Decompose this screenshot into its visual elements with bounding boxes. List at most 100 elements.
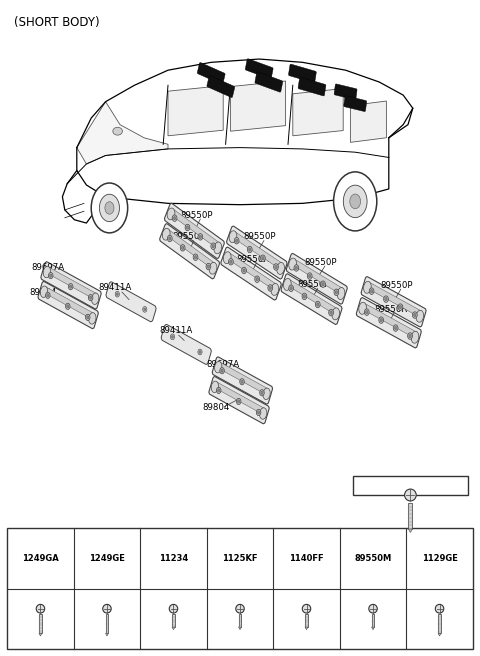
Bar (372, 615, 374, 627)
Ellipse shape (173, 216, 176, 220)
Ellipse shape (330, 311, 332, 314)
Polygon shape (239, 627, 241, 630)
Ellipse shape (290, 287, 292, 290)
FancyBboxPatch shape (298, 77, 326, 96)
Ellipse shape (49, 274, 52, 277)
Ellipse shape (260, 408, 267, 419)
FancyBboxPatch shape (227, 226, 287, 279)
Ellipse shape (214, 242, 222, 254)
Ellipse shape (217, 389, 220, 392)
Ellipse shape (92, 293, 99, 304)
Ellipse shape (337, 287, 345, 300)
Ellipse shape (236, 239, 238, 242)
Text: 11233: 11233 (394, 480, 427, 489)
Ellipse shape (277, 262, 285, 274)
Ellipse shape (315, 301, 320, 308)
Text: 89550P: 89550P (244, 232, 276, 241)
Ellipse shape (172, 215, 177, 221)
Bar (7, 528, 473, 649)
Ellipse shape (162, 228, 170, 240)
FancyBboxPatch shape (255, 72, 283, 92)
Circle shape (91, 183, 128, 233)
Text: 89804: 89804 (30, 287, 57, 297)
Ellipse shape (364, 309, 369, 316)
FancyBboxPatch shape (221, 247, 281, 300)
FancyBboxPatch shape (197, 62, 225, 85)
Text: 89550R: 89550R (298, 280, 331, 289)
Ellipse shape (371, 289, 373, 293)
Ellipse shape (262, 256, 264, 260)
Ellipse shape (170, 334, 175, 340)
Text: 89411A: 89411A (98, 283, 132, 292)
Ellipse shape (269, 286, 271, 289)
Ellipse shape (261, 391, 263, 394)
Ellipse shape (295, 266, 298, 270)
Ellipse shape (261, 255, 265, 262)
Circle shape (350, 194, 360, 209)
Ellipse shape (369, 604, 377, 613)
Polygon shape (39, 634, 42, 636)
Polygon shape (230, 81, 286, 131)
Polygon shape (106, 634, 108, 636)
Ellipse shape (379, 317, 384, 323)
Text: 89550R: 89550R (374, 304, 408, 314)
Ellipse shape (223, 252, 231, 264)
Ellipse shape (240, 379, 244, 385)
FancyBboxPatch shape (44, 287, 94, 319)
Ellipse shape (249, 248, 251, 251)
Ellipse shape (186, 226, 189, 229)
Ellipse shape (193, 254, 198, 260)
Text: 89804: 89804 (203, 403, 230, 412)
Ellipse shape (199, 351, 201, 354)
Ellipse shape (307, 273, 312, 279)
Ellipse shape (275, 265, 277, 268)
Ellipse shape (294, 265, 299, 271)
Ellipse shape (271, 283, 279, 295)
FancyBboxPatch shape (344, 96, 367, 112)
Polygon shape (77, 102, 168, 164)
Ellipse shape (236, 398, 241, 405)
Ellipse shape (369, 288, 374, 295)
Text: 89697A: 89697A (206, 359, 240, 369)
Ellipse shape (229, 231, 237, 243)
Ellipse shape (143, 306, 147, 312)
Ellipse shape (411, 331, 419, 343)
Text: 89550R: 89550R (173, 232, 206, 241)
Ellipse shape (412, 312, 417, 318)
Ellipse shape (168, 237, 171, 240)
Ellipse shape (238, 400, 240, 403)
Ellipse shape (215, 361, 222, 373)
Text: 1140FF: 1140FF (289, 554, 324, 563)
Ellipse shape (46, 292, 50, 298)
Ellipse shape (199, 236, 202, 239)
Ellipse shape (167, 208, 175, 220)
Ellipse shape (116, 293, 118, 295)
Ellipse shape (260, 390, 264, 396)
Ellipse shape (36, 604, 45, 613)
Ellipse shape (435, 604, 444, 613)
Ellipse shape (68, 283, 73, 290)
Ellipse shape (380, 318, 383, 321)
FancyBboxPatch shape (165, 203, 224, 258)
Text: 89550M: 89550M (354, 554, 392, 563)
Ellipse shape (284, 278, 291, 291)
Ellipse shape (171, 335, 173, 338)
FancyBboxPatch shape (361, 277, 426, 327)
Polygon shape (305, 627, 308, 630)
Ellipse shape (220, 367, 224, 374)
Ellipse shape (274, 264, 278, 270)
Ellipse shape (335, 291, 337, 294)
Polygon shape (372, 627, 374, 630)
Ellipse shape (198, 349, 202, 355)
Text: 1249GE: 1249GE (89, 554, 125, 563)
Ellipse shape (48, 272, 53, 279)
FancyBboxPatch shape (160, 224, 219, 279)
FancyBboxPatch shape (281, 274, 342, 325)
Ellipse shape (322, 283, 324, 286)
FancyBboxPatch shape (171, 209, 219, 248)
FancyBboxPatch shape (288, 64, 316, 83)
FancyBboxPatch shape (368, 283, 421, 317)
FancyBboxPatch shape (41, 262, 101, 309)
Ellipse shape (263, 388, 270, 400)
Polygon shape (350, 101, 386, 142)
